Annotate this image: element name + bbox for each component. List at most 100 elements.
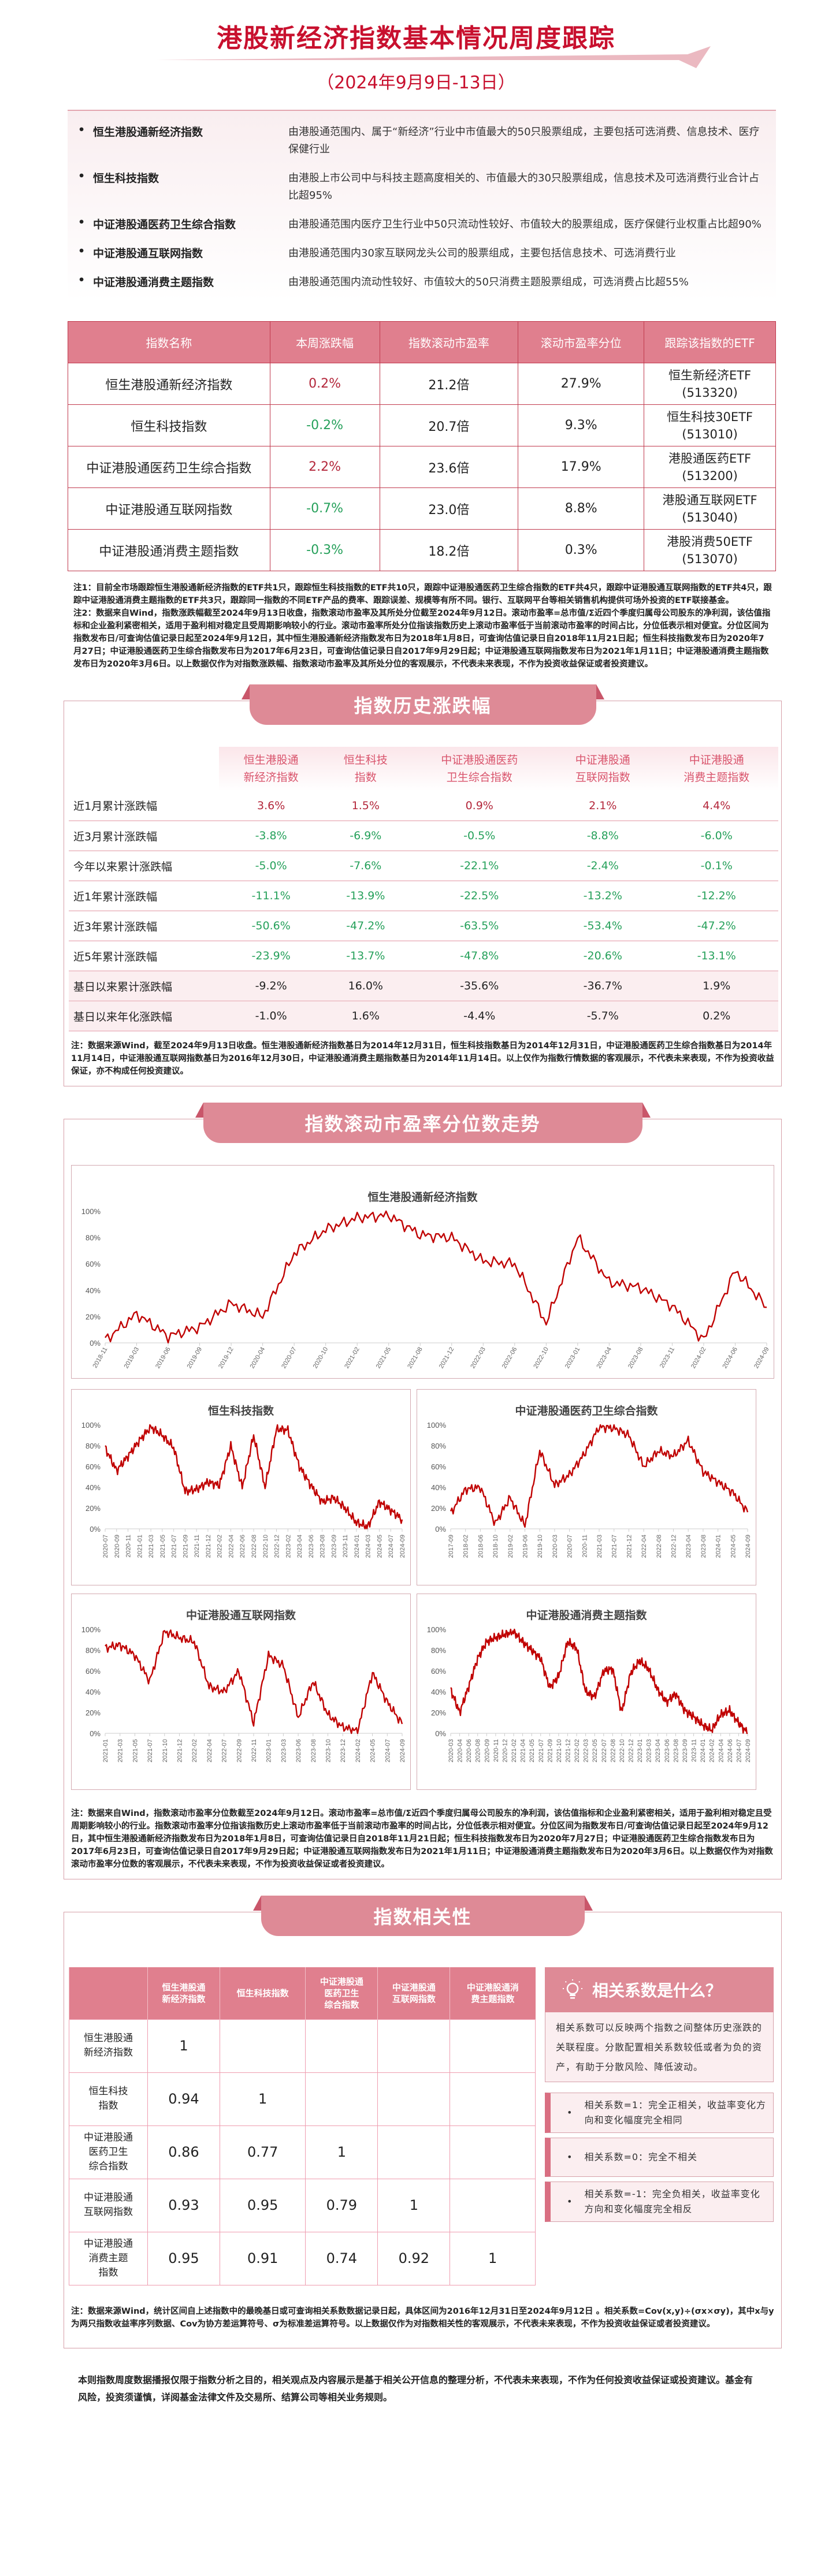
chart-healthcare: 中证港股通医药卫生综合指数 0% 20% 40% 60% 80% 100% 2017-09 20… — [417, 1389, 756, 1585]
x-tick-label: 2023-08 — [627, 1346, 645, 1370]
y-tick-label: 80% — [86, 1646, 101, 1655]
index-intro-list: 恒生港股通新经济指数由港股通范围内、属于“新经济”行业中市值最大的50只股票组成… — [68, 110, 776, 301]
x-tick-label: 2021-05 — [159, 1535, 166, 1558]
x-tick-label: 2024-09 — [745, 1739, 752, 1762]
x-tick-label: 2020-07 — [280, 1346, 298, 1370]
table-row: 近1年累计涨跌幅 -11.1% -13.9% -22.5% -13.2% -12.2% — [69, 881, 778, 911]
value-cell: -6.9% — [323, 821, 408, 851]
y-tick-label: 0% — [90, 1729, 101, 1738]
correlation-table: 恒生港股通 新经济指数 恒生科技指数 中证港股通 医药卫生 综合指数 中证港股通 互联网指数中… — [69, 1967, 536, 2285]
y-tick-label: 100% — [81, 1625, 101, 1634]
bullet-dot: • — [567, 2151, 573, 2162]
x-tick-label: 2022-06 — [239, 1535, 246, 1558]
x-tick-label: 2021-04 — [520, 1739, 527, 1762]
pe-percentile-cell: 8.8% — [518, 487, 645, 530]
x-tick-label: 2024-07 — [388, 1535, 395, 1558]
weekly-change-cell: -0.2% — [269, 404, 380, 446]
x-tick-label: 2020-12 — [502, 1739, 508, 1762]
etf-cell: 恒生新经济ETF (513320) — [644, 363, 776, 405]
value-cell: -5.7% — [551, 1001, 655, 1032]
value-cell: -0.5% — [408, 821, 551, 851]
value-cell: -8.8% — [551, 821, 655, 851]
x-tick-label: 2022-11 — [251, 1739, 258, 1762]
correlation-cell: 1 — [377, 2178, 451, 2232]
x-tick-label: 2017-09 — [448, 1535, 455, 1558]
x-tick-label: 2021-11 — [194, 1535, 200, 1558]
column-header: 中证港股通医药卫生综合指数 — [305, 1967, 378, 2019]
x-tick-label: 2023-04 — [595, 1346, 613, 1370]
y-tick-label: 0% — [435, 1729, 446, 1738]
title-swoosh-decoration — [156, 46, 711, 68]
x-tick-label: 2023-08 — [320, 1535, 326, 1558]
correlation-cell: 0.74 — [305, 2231, 378, 2285]
value-cell: -50.6% — [219, 911, 324, 941]
column-header: 指数滚动市盈率 — [379, 321, 519, 363]
column-header: 中证港股通消费主题指数 — [655, 747, 778, 791]
y-tick-label: 40% — [431, 1688, 446, 1696]
correlation-cell: 0.94 — [147, 2072, 220, 2126]
x-tick-label: 2022-12 — [274, 1535, 281, 1558]
title-block: 港股新经济指数基本情况周度跟踪 （2024年9月9日-13日） — [0, 0, 832, 110]
y-tick-label: 20% — [431, 1708, 446, 1717]
column-header: 滚动市盈率分位 — [518, 321, 645, 363]
y-tick-label: 0% — [90, 1525, 101, 1533]
x-tick-label: 2019-10 — [537, 1535, 544, 1558]
x-tick-label: 2022-08 — [251, 1535, 258, 1558]
value-cell: -9.2% — [219, 971, 324, 1002]
etf-name: 港股通互联网ETF — [662, 493, 757, 507]
row-label: 恒生科技 指数 — [69, 2072, 148, 2126]
y-tick-label: 60% — [431, 1462, 446, 1471]
x-tick-label: 2024-07 — [384, 1739, 391, 1762]
correlation-cell — [305, 2072, 378, 2126]
chart-hs-tech: 恒生科技指数 0% 20% 40% 60% 80% 100% 2020-07 2020-09 20… — [71, 1389, 411, 1585]
intro-index-desc: 由港股通范围内医疗卫生行业中50只流动性较好、市值较大的股票组成，医疗保健行业权… — [288, 218, 762, 230]
intro-index-desc: 由港股上市公司中与科技主题高度相关的、市值最大的30只股票组成，信息技术及可选消… — [288, 172, 759, 202]
y-tick-label: 80% — [86, 1442, 101, 1450]
chart-grid: 恒生科技指数 0% 20% 40% 60% 80% 100% 2020-07 2020-09 20… — [71, 1389, 774, 1790]
pe-percentile-cell: 9.3% — [518, 404, 645, 446]
table-row: 恒生科技 指数 0.94 1 — [69, 2072, 536, 2126]
data-line — [450, 1424, 749, 1528]
value-cell: -47.2% — [323, 911, 408, 941]
x-tick-label: 2023-06 — [664, 1739, 671, 1762]
column-header: 本周涨跌幅 — [269, 321, 380, 363]
x-tick-label: 2021-12 — [438, 1346, 456, 1370]
x-tick-label: 2023-11 — [659, 1346, 676, 1369]
disclaimer-footer: 本则指数周度数据播报仅限于指数分析之目的，相关观点及内容展示是基于相关公开信息的… — [78, 2374, 753, 2403]
x-tick-label: 2024-02 — [709, 1739, 716, 1762]
x-tick-label: 2020-11 — [125, 1535, 132, 1558]
row-label: 基日以来年化涨跌幅 — [69, 1001, 219, 1032]
x-tick-label: 2021-12 — [177, 1739, 184, 1762]
x-tick-label: 2021-02 — [511, 1739, 518, 1762]
x-tick-label: 2023-03 — [646, 1739, 653, 1762]
x-tick-label: 2019-09 — [186, 1346, 204, 1370]
pe-cell: 21.2倍 — [379, 363, 519, 405]
x-tick-label: 2024-09 — [745, 1535, 752, 1558]
correlation-cell — [450, 2019, 536, 2073]
x-tick-label: 2024-05 — [730, 1535, 737, 1558]
y-tick-label: 20% — [86, 1312, 101, 1321]
correlation-cell: 0.95 — [147, 2231, 220, 2285]
weekly-change-cell: -0.3% — [269, 529, 380, 571]
x-tick-label: 2023-01 — [564, 1346, 582, 1370]
column-header: 中证港股通 互联网指数 — [377, 1967, 450, 2019]
x-tick-label: 2021-12 — [564, 1739, 571, 1762]
intro-index-desc: 由港股通范围内流动性较好、市值较大的50只消费主题股票组成，可选消费占比超55% — [288, 276, 689, 288]
table-row: 恒生港股通 新经济指数 1 — [69, 2019, 536, 2073]
row-label: 近1月累计涨跌幅 — [69, 791, 219, 821]
row-label: 近5年累计涨跌幅 — [69, 941, 219, 971]
value-cell: -13.7% — [323, 941, 408, 971]
intro-index-name: 中证港股通医药卫生综合指数 — [75, 216, 288, 233]
value-cell: -11.1% — [219, 881, 324, 911]
etf-code: (513200) — [682, 468, 738, 483]
history-ribbon: 指数历史涨跌幅 — [241, 684, 604, 725]
correlation-cell: 0.86 — [147, 2125, 220, 2179]
correlation-note: 注：数据来源Wind，统计区间自上述指数中的最晚基日或可查询相关系数数据记录日起… — [71, 2306, 774, 2329]
x-tick-label: 2022-08 — [656, 1535, 663, 1558]
y-tick-label: 100% — [81, 1207, 101, 1216]
x-tick-label: 2023-01 — [637, 1739, 644, 1762]
chart-new-economy: 恒生港股通新经济指数 0% 20% 40% 60% 80% 100% 2018-11 2019-… — [71, 1165, 774, 1379]
x-tick-label: 2024-05 — [376, 1535, 383, 1558]
y-tick-label: 60% — [86, 1667, 101, 1676]
row-label: 近1年累计涨跌幅 — [69, 881, 219, 911]
